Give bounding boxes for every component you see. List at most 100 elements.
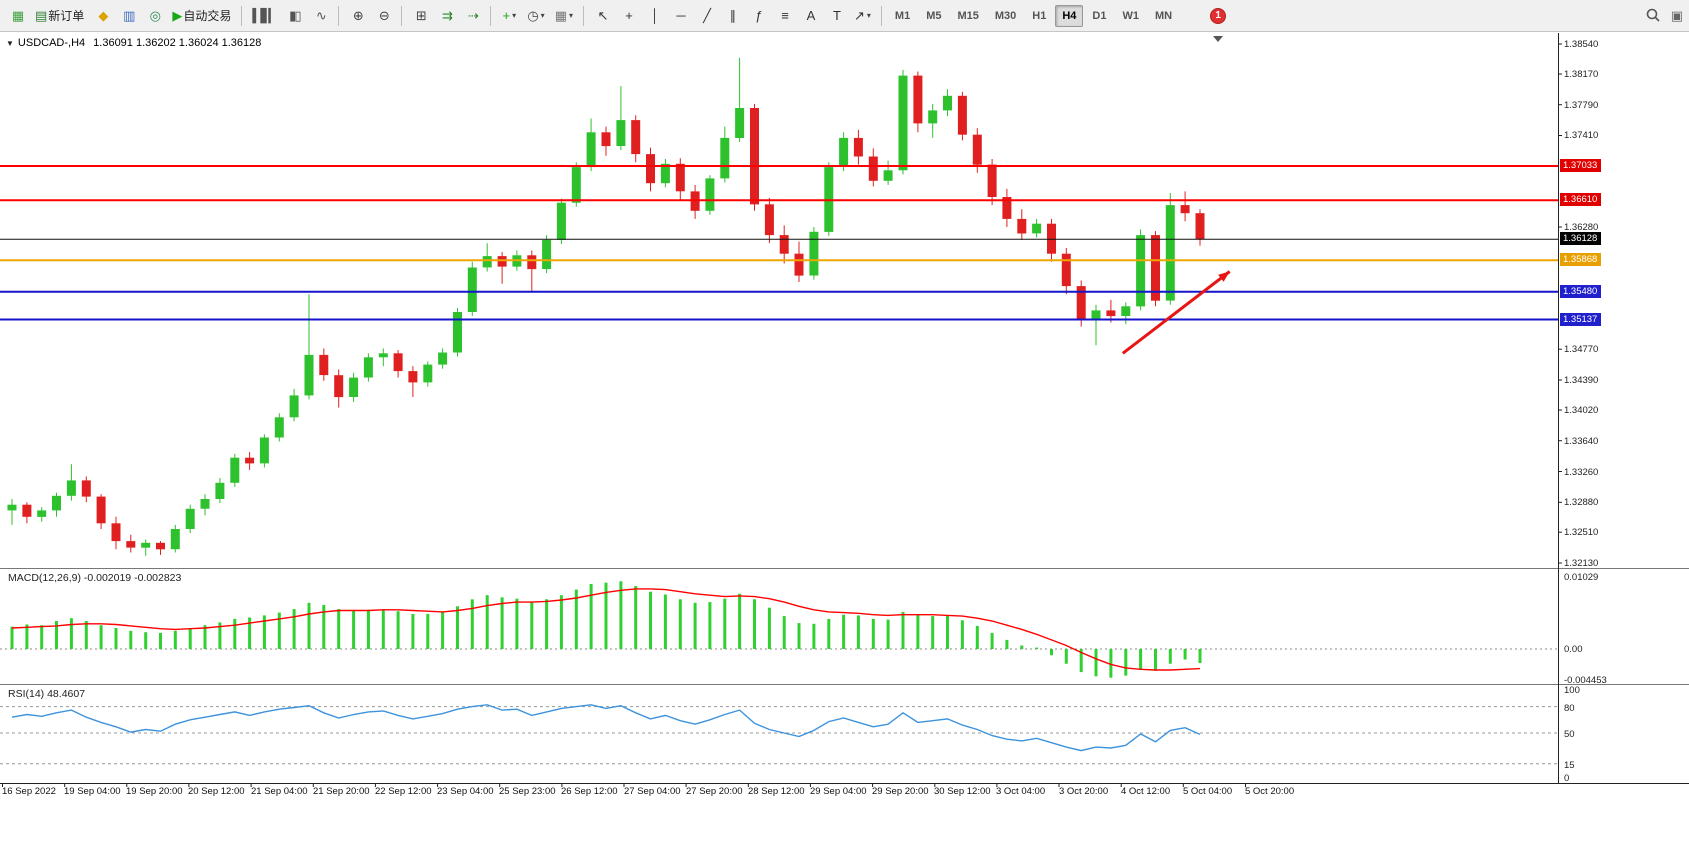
- autotrade-icon: ▶: [172, 8, 182, 23]
- chart-title: ▼ USDCAD-,H4 1.36091 1.36202 1.36024 1.361…: [6, 37, 261, 49]
- time-axis-label: 3 Oct 20:00: [1059, 786, 1109, 797]
- window-icon[interactable]: ▣: [1670, 7, 1683, 23]
- price-scale-label: 1.38540: [1564, 39, 1599, 50]
- autoscroll-button[interactable]: ⇉: [434, 4, 458, 28]
- timeframe-d1-button[interactable]: D1: [1092, 9, 1107, 22]
- price-scale[interactable]: 1.38540 1.38170 1.37790 1.37410 1.36280 1.347…: [1560, 0, 1689, 866]
- zoom-out-icon: ⊖: [378, 8, 390, 23]
- zoom-in-button[interactable]: ⊕: [345, 4, 369, 28]
- timeframe-w1-button[interactable]: W1: [1122, 9, 1139, 22]
- toolbar-separator: [490, 5, 492, 26]
- timeframe-m5-button[interactable]: M5: [926, 9, 942, 22]
- price-tag: 1.36610: [1560, 193, 1602, 206]
- horizontal-line-button[interactable]: ─: [668, 4, 692, 28]
- chevron-down-icon: ▾: [866, 11, 871, 20]
- timeframe-m15-button[interactable]: M15: [957, 9, 979, 22]
- arrows-button[interactable]: ↗ ▾: [850, 4, 875, 28]
- price-tag: 1.37033: [1560, 159, 1602, 172]
- timeframe-m1-button[interactable]: M1: [894, 9, 911, 22]
- time-axis-label: 19 Sep 20:00: [126, 786, 183, 797]
- chevron-down-icon: ▾: [512, 11, 517, 20]
- text-icon: A: [806, 8, 816, 23]
- profile-button[interactable]: ◆: [90, 4, 114, 28]
- time-axis-label: 26 Sep 12:00: [561, 786, 618, 797]
- toolbar-separator: [241, 5, 243, 26]
- indicators-button[interactable]: + ▾: [497, 4, 521, 28]
- label-button[interactable]: T: [824, 4, 848, 28]
- tile-windows-button[interactable]: ⊞: [408, 4, 432, 28]
- text-button[interactable]: A: [798, 4, 822, 28]
- time-axis-label: 21 Sep 04:00: [251, 786, 308, 797]
- one-click-trading-toggle[interactable]: ▼: [6, 39, 14, 48]
- macd-scale-label: 0.01029: [1564, 572, 1599, 583]
- rsi-scale-label: 0: [1564, 773, 1570, 784]
- new-order-button[interactable]: ▤ 新订单: [31, 4, 88, 28]
- time-axis-label: 5 Oct 04:00: [1183, 786, 1233, 797]
- crosshair-icon: +: [625, 8, 632, 23]
- navigator-button[interactable]: ◎: [142, 4, 166, 28]
- price-scale-label: 1.37790: [1564, 100, 1599, 111]
- timeframe-h4-button[interactable]: H4: [1055, 4, 1084, 27]
- candle-chart-icon: ▮▯: [289, 8, 301, 23]
- label-icon: T: [833, 8, 841, 23]
- trendline-button[interactable]: ╱: [694, 4, 718, 28]
- time-axis-label: 19 Sep 04:00: [64, 786, 121, 797]
- time-axis-label: 23 Sep 04:00: [437, 786, 494, 797]
- timeframe-mn-button[interactable]: MN: [1154, 9, 1173, 22]
- rsi-indicator-label: RSI(14) 48.4607: [8, 688, 86, 700]
- time-axis-label: 5 Oct 20:00: [1245, 786, 1295, 797]
- time-axis-label: 21 Sep 20:00: [313, 786, 370, 797]
- chart-window-button[interactable]: ▦: [5, 4, 29, 28]
- price-scale-label: 1.33640: [1564, 436, 1599, 447]
- cursor-button[interactable]: ↖: [590, 4, 614, 28]
- horizontal-line-icon: ─: [676, 8, 685, 23]
- tile-windows-icon: ⊞: [415, 8, 427, 23]
- fibo-lines-icon: ≡: [781, 8, 788, 23]
- new-order-icon: ▤: [35, 8, 47, 23]
- line-chart-button[interactable]: ∿: [308, 4, 332, 28]
- search-icon[interactable]: [1645, 7, 1661, 23]
- timeframe-m30-button[interactable]: M30: [994, 9, 1017, 22]
- time-axis-label: 20 Sep 12:00: [188, 786, 245, 797]
- vertical-line-button[interactable]: │: [642, 4, 666, 28]
- templates-icon: ▦: [554, 8, 567, 23]
- bar-chart-icon: ▍▋▎: [252, 8, 278, 23]
- fibonacci-button[interactable]: ƒ: [746, 4, 770, 28]
- market-watch-button[interactable]: ▥: [116, 4, 140, 28]
- chevron-down-icon: ▾: [540, 11, 545, 20]
- candle-chart-button[interactable]: ▮▯: [282, 4, 306, 28]
- navigator-icon: ◎: [149, 8, 161, 23]
- time-axis-label: 22 Sep 12:00: [375, 786, 432, 797]
- autotrade-button[interactable]: ▶ 自动交易: [168, 4, 235, 28]
- chevron-down-icon: ▾: [568, 11, 573, 20]
- zoom-out-button[interactable]: ⊖: [371, 4, 395, 28]
- timeframe-h1-button[interactable]: H1: [1032, 9, 1047, 22]
- cursor-icon: ↖: [597, 8, 609, 23]
- periods-button[interactable]: ◷ ▾: [523, 4, 548, 28]
- toolbar-separator: [583, 5, 584, 26]
- bar-chart-button[interactable]: ▍▋▎: [248, 4, 280, 28]
- price-scale-label: 1.37410: [1564, 130, 1599, 141]
- time-axis-label: 30 Sep 12:00: [934, 786, 991, 797]
- chart-shift-button[interactable]: ⇢: [460, 4, 484, 28]
- main-toolbar: ▦ ▤ 新订单 ◆ ▥ ◎ ▶ 自动交易 ▍▋▎ ▮▯ ∿ ⊕ ⊖ ⊞ ⇉ ⇢ + ▾ ◷ ▾ ▦ ▾ ↖ + │ ─ ╱ ∥ ƒ ≡ A T…: [0, 0, 1689, 32]
- zoom-in-icon: ⊕: [352, 8, 364, 23]
- new-order-button-label: 新订单: [48, 9, 85, 23]
- autotrade-button-label: 自动交易: [183, 9, 232, 23]
- channel-icon: ∥: [729, 8, 736, 23]
- templates-button[interactable]: ▦ ▾: [551, 4, 577, 28]
- fibo-lines-button[interactable]: ≡: [772, 4, 796, 28]
- macd-indicator-label: MACD(12,26,9) -0.002019 -0.002823: [8, 572, 182, 584]
- notification-badge[interactable]: 1: [1210, 7, 1227, 24]
- toolbar-right-icons: ▣: [1645, 7, 1683, 23]
- crosshair-button[interactable]: +: [616, 4, 640, 28]
- rsi-scale-label: 15: [1564, 760, 1575, 771]
- periods-icon: ◷: [527, 8, 538, 23]
- channel-button[interactable]: ∥: [720, 4, 744, 28]
- market-watch-icon: ▥: [123, 8, 135, 23]
- time-axis-label: 27 Sep 20:00: [686, 786, 743, 797]
- macd-scale-label: 0.00: [1564, 644, 1583, 655]
- toolbar-separator: [338, 5, 340, 26]
- time-axis-label: 25 Sep 23:00: [499, 786, 556, 797]
